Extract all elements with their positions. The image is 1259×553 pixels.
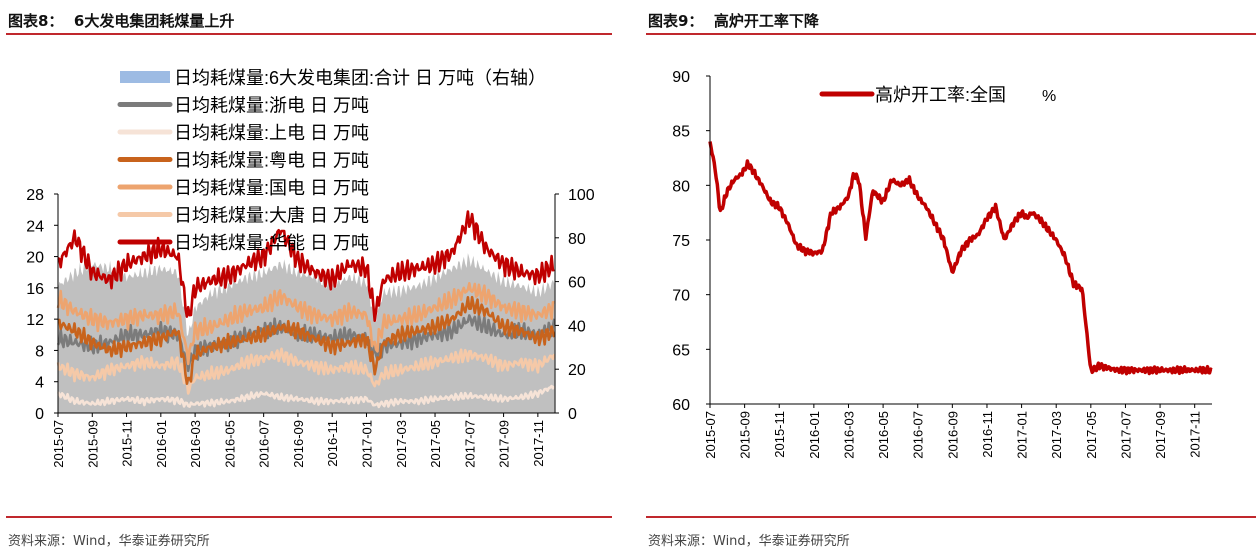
left-y-tick-label: 12 xyxy=(26,312,44,329)
x-tick-label: 2016-01 xyxy=(807,411,822,459)
left-y-tick-label: 0 xyxy=(35,406,44,423)
x-tick-label: 2016-07 xyxy=(257,420,272,468)
x-tick-label: 2015-09 xyxy=(85,420,100,468)
x-tick-label: 2017-05 xyxy=(1084,411,1099,459)
x-tick-label: 2017-07 xyxy=(462,420,477,468)
x-tick-label: 2017-09 xyxy=(497,420,512,468)
x-tick-label: 2017-11 xyxy=(531,420,546,467)
series-line-datang xyxy=(56,347,556,395)
legend-swatch-area xyxy=(120,71,170,83)
y-tick-label: 85 xyxy=(672,124,690,141)
legend-label: 日均耗煤量:大唐 日 万吨 xyxy=(174,206,369,226)
x-tick-label: 2017-03 xyxy=(394,420,409,468)
right-y-tick-label: 60 xyxy=(568,275,586,292)
right-panel: 图表9： 高炉开工率下降 60 65 70 75 80 85 90 2015-07 2015-0… xyxy=(640,0,1259,553)
legend-label: 日均耗煤量:浙电 日 万吨 xyxy=(174,96,369,116)
x-tick-label: 2016-03 xyxy=(841,411,856,459)
left-y-tick-label: 8 xyxy=(35,343,44,360)
coal-consumption-chart: 0 4 8 12 16 20 24 28 0 20 40 60 80 100 2015-07 2015-09 2… xyxy=(26,68,595,468)
y-tick-label: 70 xyxy=(672,288,690,305)
x-tick-label: 2017-07 xyxy=(1118,411,1133,459)
x-tick-label: 2015-09 xyxy=(738,411,753,459)
x-tick-label: 2017-11 xyxy=(1188,411,1203,458)
right-y-tick-label: 40 xyxy=(568,318,586,335)
y-tick-label: 65 xyxy=(672,342,690,359)
y-tick-label: 75 xyxy=(672,233,690,250)
right-title-rule xyxy=(646,33,1256,35)
left-source-note: 资料来源：Wind，华泰证券研究所 xyxy=(8,534,210,549)
x-tick-label: 2017-01 xyxy=(1015,411,1030,459)
right-y-tick-label: 100 xyxy=(568,187,595,204)
x-tick-label: 2015-07 xyxy=(703,411,718,459)
right-y-tick-label: 20 xyxy=(568,362,586,379)
x-tick-label: 2016-11 xyxy=(980,411,995,458)
x-tick-label: 2017-01 xyxy=(359,420,374,468)
x-tick-label: 2015-11 xyxy=(120,420,135,467)
series-line-yuedian xyxy=(57,295,556,385)
legend-unit-label: % xyxy=(1042,88,1056,105)
series-line-guodian xyxy=(56,282,555,366)
right-y-tick-label: 80 xyxy=(568,231,586,248)
left-title-rule xyxy=(6,33,612,35)
x-tick-label: 2015-07 xyxy=(51,420,66,468)
right-panel-title: 图表9： 高炉开工率下降 xyxy=(648,12,819,30)
legend-label: 日均耗煤量:上电 日 万吨 xyxy=(174,123,369,143)
left-y-tick-label: 28 xyxy=(26,187,44,204)
legend-label: 日均耗煤量:6大发电集团:合计 日 万吨（右轴） xyxy=(174,68,546,88)
y-tick-label: 60 xyxy=(672,397,690,414)
series-line-blast-furnace xyxy=(708,141,1213,376)
legend-label: 高炉开工率:全国 xyxy=(875,85,1006,105)
y-tick-label: 80 xyxy=(672,178,690,195)
x-tick-label: 2015-11 xyxy=(772,411,787,458)
left-y-tick-label: 4 xyxy=(35,375,44,392)
x-tick-label: 2016-07 xyxy=(911,411,926,459)
left-bottom-rule xyxy=(6,516,612,518)
right-bottom-rule xyxy=(646,516,1256,518)
x-tick-label: 2017-09 xyxy=(1153,411,1168,459)
legend-label: 日均耗煤量:粤电 日 万吨 xyxy=(174,151,369,171)
x-tick-label: 2017-03 xyxy=(1049,411,1064,459)
x-tick-label: 2016-05 xyxy=(222,420,237,468)
y-tick-label: 90 xyxy=(672,69,690,86)
left-y-tick-label: 16 xyxy=(26,281,44,298)
x-tick-label: 2017-05 xyxy=(428,420,443,468)
x-tick-label: 2016-01 xyxy=(154,420,169,468)
series-line-shangdian xyxy=(56,384,556,409)
left-panel: 图表8： 6大发电集团耗煤量上升 0 4 8 12 16 20 24 28 0 20 40 60 80 1… xyxy=(0,0,615,553)
left-y-tick-label: 20 xyxy=(26,250,44,267)
x-tick-label: 2016-03 xyxy=(188,420,203,468)
x-tick-label: 2016-09 xyxy=(945,411,960,459)
left-panel-title: 图表8： 6大发电集团耗煤量上升 xyxy=(8,12,235,30)
x-tick-label: 2016-09 xyxy=(291,420,306,468)
series-line-huaneng xyxy=(57,210,555,322)
legend-label: 日均耗煤量:华能 日 万吨 xyxy=(174,233,369,253)
right-source-note: 资料来源：Wind，华泰证券研究所 xyxy=(648,534,850,549)
x-tick-label: 2016-05 xyxy=(876,411,891,459)
right-y-tick-label: 0 xyxy=(568,406,577,423)
blast-furnace-chart: 60 65 70 75 80 85 90 2015-07 2015-09 2015-11 2016-… xyxy=(672,69,1213,459)
x-tick-label: 2016-11 xyxy=(325,420,340,467)
left-y-tick-label: 24 xyxy=(26,218,44,235)
legend-label: 日均耗煤量:国电 日 万吨 xyxy=(174,178,369,198)
